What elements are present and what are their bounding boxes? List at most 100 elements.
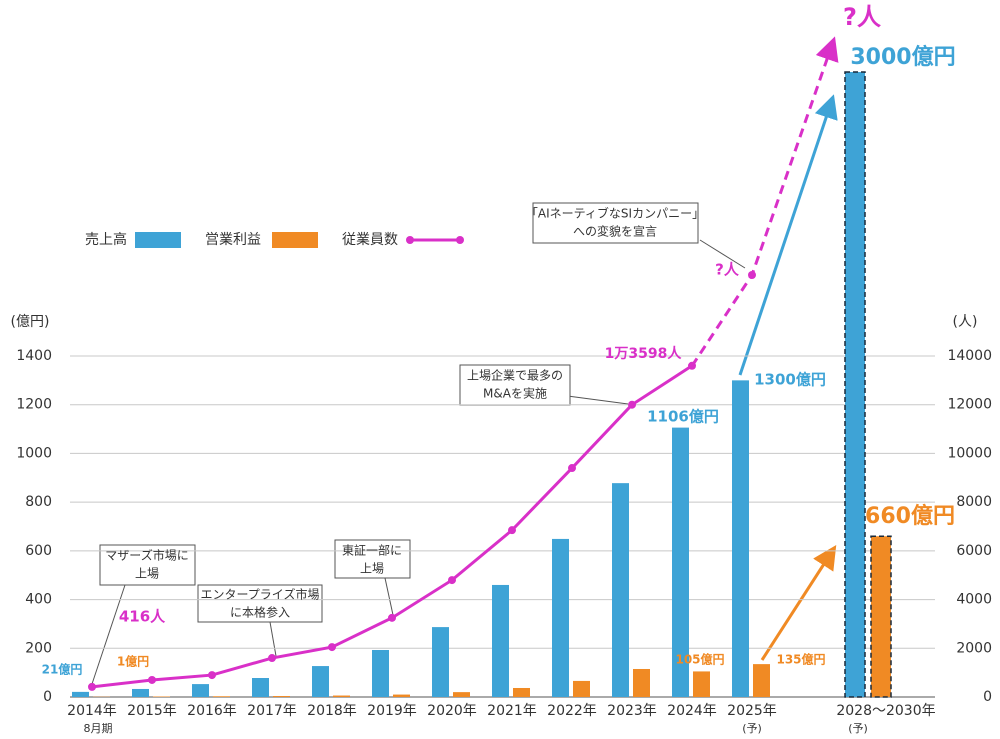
x-tick-label: 2014年 bbox=[67, 703, 117, 719]
y-tick-label: 800 bbox=[25, 494, 52, 510]
bar bbox=[633, 668, 650, 697]
line-marker bbox=[328, 643, 336, 652]
x-tick-label: 2025年 bbox=[727, 703, 777, 719]
callout-box bbox=[99, 544, 196, 586]
line-marker bbox=[568, 464, 576, 473]
y-tick-label: 400 bbox=[25, 592, 52, 608]
line-marker bbox=[388, 613, 396, 622]
line-marker bbox=[448, 576, 456, 585]
x-tick-sublabel: 8月期 bbox=[84, 722, 113, 735]
value-label: 1万3598人 bbox=[605, 345, 683, 362]
projection-marker bbox=[748, 271, 756, 279]
bar bbox=[192, 684, 209, 697]
bar bbox=[213, 696, 230, 697]
line-marker bbox=[508, 526, 516, 535]
x-tick-label: 2021年 bbox=[487, 703, 537, 719]
y-axis-label: (億円) bbox=[11, 314, 50, 330]
value-label: 660億円 bbox=[865, 503, 955, 529]
bar bbox=[492, 584, 509, 697]
x-tick-label: 2028〜2030年 bbox=[836, 703, 935, 719]
callout-text: 東証一部に bbox=[342, 543, 402, 558]
bar bbox=[612, 483, 629, 697]
legend-label: 営業利益 bbox=[205, 232, 261, 248]
callout-box bbox=[334, 539, 411, 579]
value-label: 1300億円 bbox=[754, 371, 826, 389]
projection-line bbox=[690, 36, 839, 367]
legend-swatch bbox=[135, 232, 181, 248]
y2-tick-label: 12000 bbox=[947, 397, 992, 413]
bar bbox=[393, 694, 410, 697]
x-tick-label: 2019年 bbox=[367, 703, 417, 719]
y2-tick-label: 6000 bbox=[956, 543, 992, 559]
value-label: 1億円 bbox=[117, 654, 149, 669]
callout-text: マザーズ市場に bbox=[105, 548, 188, 563]
callout-box bbox=[532, 202, 699, 244]
line-marker bbox=[88, 682, 96, 691]
bar bbox=[844, 71, 866, 698]
y2-tick-label: 10000 bbox=[947, 445, 992, 461]
bar bbox=[273, 696, 290, 697]
projection-label: ?人 bbox=[715, 261, 740, 279]
y2-axis-label: (人) bbox=[953, 314, 978, 330]
callout-text: 上場 bbox=[135, 567, 159, 581]
y2-tick-label: 0 bbox=[983, 689, 992, 705]
x-tick-label: 2017年 bbox=[247, 703, 297, 719]
x-tick-label: 2020年 bbox=[427, 703, 477, 719]
value-label: 105億円 bbox=[675, 652, 724, 667]
callout-text: 「AIネーティブなSIカンパニー」 bbox=[526, 206, 704, 221]
bar bbox=[333, 695, 350, 697]
line bbox=[91, 364, 693, 689]
bar bbox=[573, 680, 590, 697]
legend-label: 売上高 bbox=[85, 231, 127, 248]
line-marker bbox=[268, 654, 276, 663]
callout-text: M&Aを実施 bbox=[483, 386, 547, 401]
legend-label: 従業員数 bbox=[342, 232, 398, 248]
line-marker bbox=[148, 675, 156, 684]
bar bbox=[432, 627, 449, 697]
x-tick-label: 2016年 bbox=[187, 703, 237, 719]
callout-text: に本格参入 bbox=[230, 605, 290, 620]
callout-box bbox=[459, 364, 571, 406]
y2-tick-label: 8000 bbox=[956, 494, 992, 510]
x-tick-sublabel: (予) bbox=[742, 722, 762, 735]
line-marker bbox=[628, 400, 636, 409]
bar bbox=[870, 535, 892, 698]
value-label: 1106億円 bbox=[647, 408, 719, 426]
sales-arrow bbox=[738, 94, 838, 376]
bar bbox=[552, 538, 569, 697]
x-tick-label: 2022年 bbox=[547, 703, 597, 719]
x-tick-label: 2024年 bbox=[667, 703, 717, 719]
bar bbox=[753, 664, 770, 697]
bar bbox=[252, 678, 269, 697]
y-tick-label: 1400 bbox=[16, 348, 52, 364]
bar bbox=[72, 691, 89, 697]
projection-label: ?人 bbox=[843, 3, 881, 31]
line-marker bbox=[688, 361, 696, 370]
y2-tick-label: 2000 bbox=[956, 640, 992, 656]
x-tick-sublabel: (予) bbox=[848, 722, 868, 735]
callout-text: 上場企業で最多の bbox=[467, 368, 563, 383]
y-tick-label: 1200 bbox=[16, 397, 52, 413]
bar bbox=[672, 427, 689, 697]
callout-text: 上場 bbox=[360, 562, 384, 576]
x-tick-label: 2023年 bbox=[607, 703, 657, 719]
legend-swatch bbox=[272, 232, 318, 248]
bar bbox=[453, 692, 470, 697]
y-tick-label: 600 bbox=[25, 543, 52, 559]
bar bbox=[732, 380, 749, 697]
y-tick-label: 200 bbox=[25, 640, 52, 656]
callouts bbox=[91, 202, 746, 685]
y2-tick-label: 4000 bbox=[956, 592, 992, 608]
line-marker bbox=[208, 671, 216, 680]
y-tick-label: 1000 bbox=[16, 445, 52, 461]
x-tick-label: 2015年 bbox=[127, 703, 177, 719]
profit-arrow bbox=[760, 544, 837, 661]
legend-dot bbox=[406, 236, 414, 244]
callout-text: への変貌を宣言 bbox=[573, 224, 657, 239]
value-label: 3000億円 bbox=[850, 44, 955, 70]
bar bbox=[693, 671, 710, 697]
bar bbox=[132, 688, 149, 697]
callout-text: エンタープライズ市場 bbox=[201, 587, 320, 602]
bar bbox=[312, 666, 329, 697]
callout-box bbox=[197, 584, 323, 623]
